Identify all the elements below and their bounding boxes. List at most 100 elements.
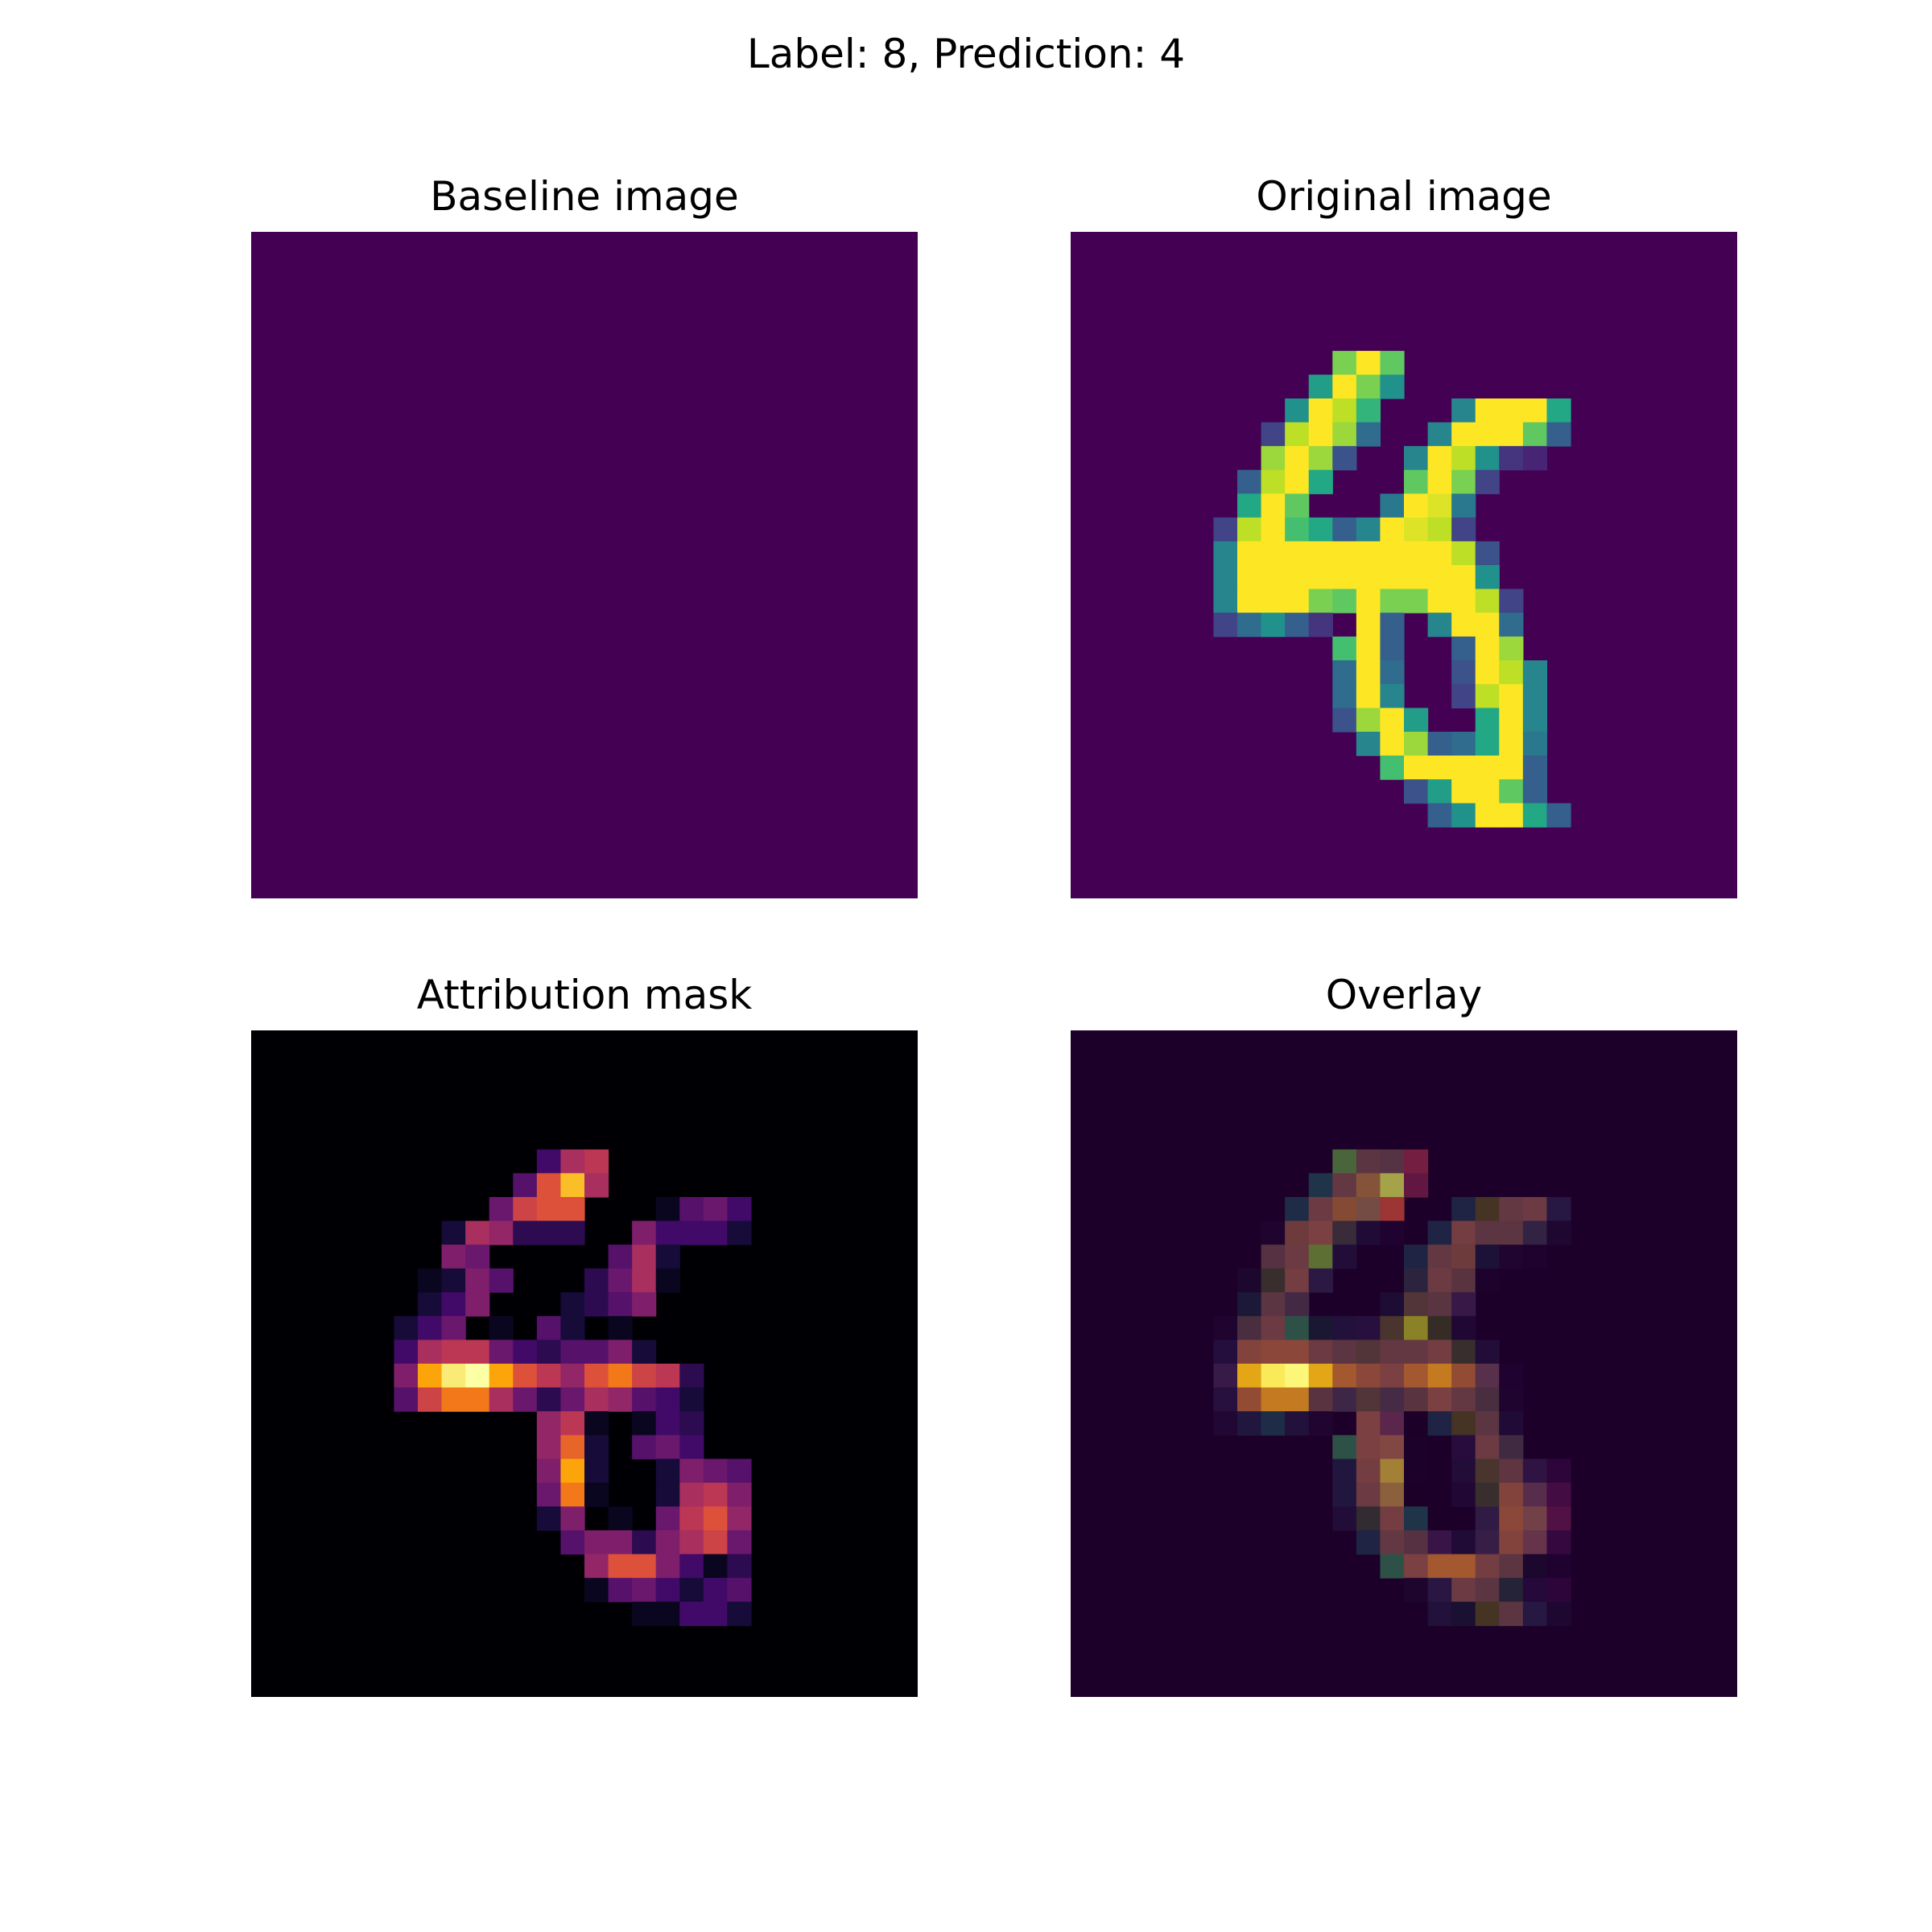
heatmap-cell: [1237, 1387, 1262, 1412]
heatmap-cell: [1427, 1411, 1452, 1436]
heatmap-cell: [703, 1601, 729, 1626]
heatmap-cell: [1356, 1482, 1381, 1508]
heatmap-cell: [441, 1315, 466, 1341]
heatmap-cell: [394, 1364, 419, 1389]
heatmap-cell: [1475, 1482, 1500, 1508]
heatmap-cell: [1308, 1315, 1333, 1341]
heatmap-cell: [1261, 1340, 1286, 1364]
heatmap-cell: [632, 1220, 657, 1245]
heatmap-cell: [1451, 1530, 1476, 1555]
heatmap-cell: [632, 1578, 657, 1603]
heatmap-cell: [679, 1197, 704, 1222]
heatmap-cell: [1356, 636, 1381, 661]
heatmap-cell: [1451, 1315, 1476, 1341]
heatmap-cell: [584, 1340, 609, 1364]
heatmap-cell: [1475, 1387, 1500, 1412]
heatmap-cell: [1499, 398, 1524, 423]
heatmap-cell: [1237, 469, 1262, 494]
heatmap-cell: [1427, 1578, 1452, 1603]
heatmap-cell: [1404, 1173, 1429, 1198]
heatmap-cell: [584, 1292, 609, 1317]
heatmap-cell: [1499, 1411, 1524, 1436]
heatmap-cell: [1522, 1197, 1548, 1222]
heatmap-cell: [584, 1411, 609, 1436]
heatmap-cell: [1522, 803, 1548, 828]
heatmap-cell: [1356, 1173, 1381, 1198]
heatmap-cell: [1285, 1245, 1310, 1269]
heatmap-cell: [655, 1554, 680, 1579]
heatmap-cell: [1380, 565, 1405, 590]
heatmap-cell: [1522, 1578, 1548, 1603]
heatmap-cell: [1356, 374, 1381, 399]
heatmap-cell: [1332, 565, 1357, 590]
heatmap-cell: [1451, 541, 1476, 566]
heatmap-cell: [1356, 1197, 1381, 1222]
heatmap-cell: [1404, 1435, 1429, 1459]
heatmap-cell: [1427, 493, 1452, 518]
heatmap-cell: [1332, 1506, 1357, 1531]
heatmap-cell: [1451, 1197, 1476, 1222]
baseline-heatmap: [251, 232, 918, 898]
heatmap-cell: [1499, 803, 1524, 828]
heatmap-cell: [1404, 565, 1429, 590]
heatmap-cell: [1380, 1197, 1405, 1222]
heatmap-cell: [1404, 1340, 1429, 1364]
heatmap-cell: [1213, 1411, 1238, 1436]
heatmap-cell: [560, 1482, 585, 1508]
heatmap-cell: [727, 1459, 752, 1484]
heatmap-cell: [584, 1364, 609, 1389]
heatmap-cell: [1499, 660, 1524, 685]
heatmap-cell: [1285, 1268, 1310, 1293]
heatmap-cell: [1522, 1245, 1548, 1269]
heatmap-cell: [1308, 613, 1333, 638]
heatmap-cell: [703, 1506, 729, 1531]
heatmap-cell: [1308, 374, 1333, 399]
heatmap-cell: [1308, 1411, 1333, 1436]
heatmap-cell: [1522, 398, 1548, 423]
heatmap-cell: [560, 1149, 585, 1174]
heatmap-cell: [1308, 1245, 1333, 1269]
heatmap-cell: [1308, 1340, 1333, 1364]
heatmap-cell: [608, 1315, 633, 1341]
heatmap-cell: [1261, 493, 1286, 518]
heatmap-cell: [418, 1292, 443, 1317]
heatmap-cell: [1285, 1197, 1310, 1222]
heatmap-cell: [727, 1578, 752, 1603]
heatmap-cell: [560, 1340, 585, 1364]
heatmap-cell: [1308, 1387, 1333, 1412]
heatmap-cell: [1332, 1220, 1357, 1245]
heatmap-cell: [1451, 493, 1476, 518]
heatmap-cell: [1427, 565, 1452, 590]
heatmap-cell: [1427, 803, 1452, 828]
heatmap-cell: [584, 1435, 609, 1459]
heatmap-cell: [1546, 1601, 1571, 1626]
heatmap-cell: [1475, 732, 1500, 757]
heatmap-cell: [1356, 565, 1381, 590]
heatmap-cell: [465, 1340, 490, 1364]
heatmap-cell: [655, 1364, 680, 1389]
heatmap-cell: [679, 1387, 704, 1412]
heatmap-cell: [1380, 1292, 1405, 1317]
heatmap-cell: [1261, 1364, 1286, 1389]
heatmap-cell: [1356, 1459, 1381, 1484]
heatmap-cell: [441, 1292, 466, 1317]
heatmap-cell: [679, 1435, 704, 1459]
heatmap-cell: [1522, 1506, 1548, 1531]
heatmap-cell: [1285, 1292, 1310, 1317]
heatmap-cell: [1475, 660, 1500, 685]
heatmap-cell: [560, 1506, 585, 1531]
heatmap-cell: [1404, 779, 1429, 804]
heatmap-cell: [1332, 660, 1357, 685]
heatmap-cell: [1427, 517, 1452, 543]
heatmap-cell: [465, 1364, 490, 1389]
heatmap-cell: [560, 1435, 585, 1459]
heatmap-cell: [1427, 1245, 1452, 1269]
heatmap-cell: [1356, 517, 1381, 543]
heatmap-cell: [608, 1506, 633, 1531]
heatmap-cell: [679, 1459, 704, 1484]
heatmap-cell: [1380, 636, 1405, 661]
heatmap-cell: [1451, 469, 1476, 494]
heatmap-cell: [727, 1220, 752, 1245]
attribution-mask-panel: [251, 1030, 918, 1697]
heatmap-cell: [513, 1340, 538, 1364]
